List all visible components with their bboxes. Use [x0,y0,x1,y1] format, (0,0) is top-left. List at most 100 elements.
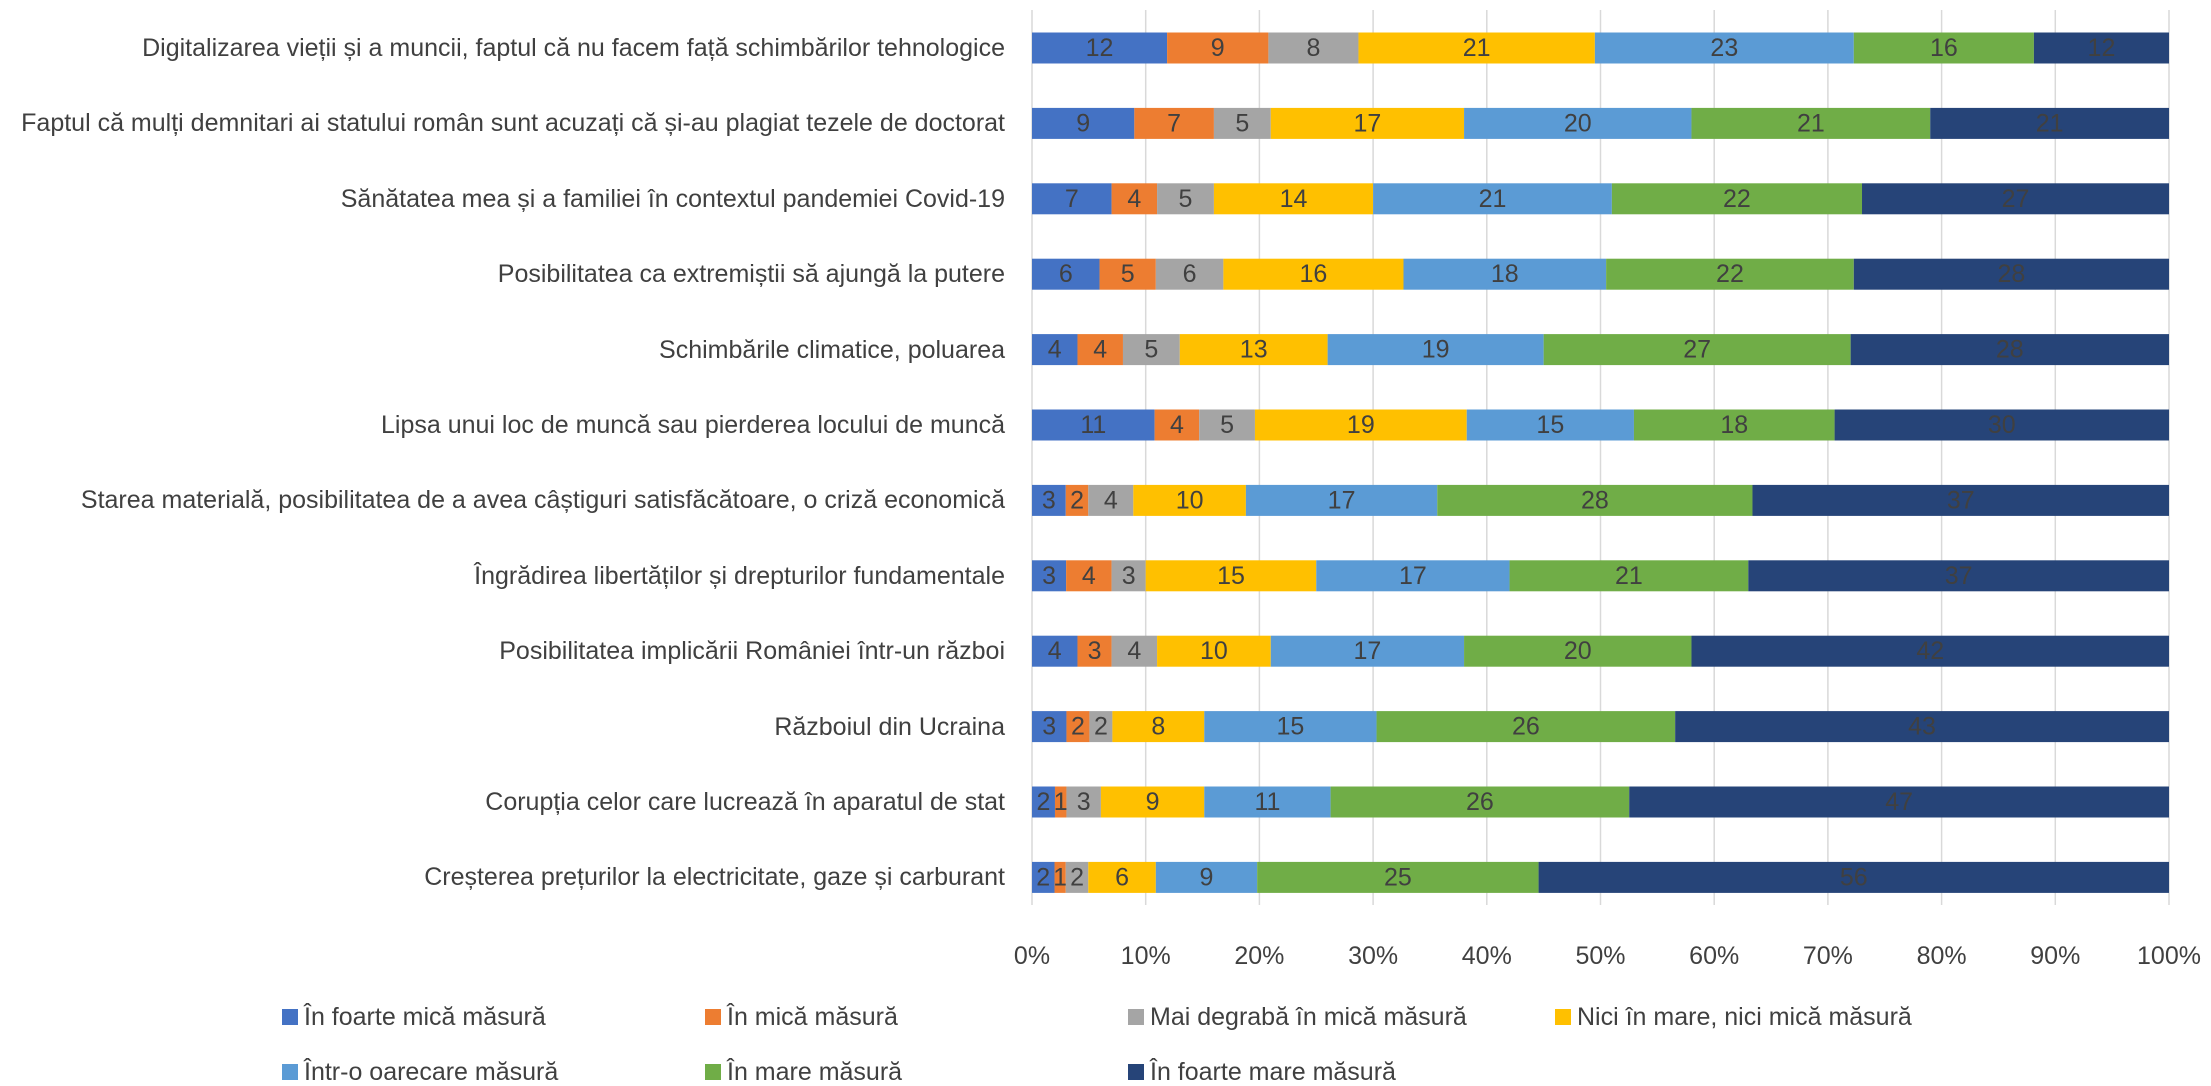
data-label: 5 [1121,260,1135,288]
x-tick-label: 0% [1014,942,1050,970]
bar-segment [1538,861,2169,893]
data-label: 7 [1065,185,1079,213]
data-label: 13 [1240,336,1268,364]
bar-segment [1032,107,1135,139]
x-tick-label: 70% [1803,942,1853,970]
bar-segment [1066,786,1101,818]
data-label: 3 [1088,637,1102,665]
bar-segment [1157,183,1214,215]
data-label: 11 [1254,788,1280,816]
data-label: 47 [1885,788,1913,816]
data-label: 30 [1988,411,2016,439]
data-label: 5 [1144,336,1158,364]
data-label: 21 [2036,109,2064,137]
data-label: 4 [1048,336,1062,364]
data-label: 2 [1070,863,1084,891]
bar-segment [1257,861,1539,893]
bar-segment [1112,711,1205,743]
bar-segment [1032,334,1078,366]
bar-segment [1752,484,2169,516]
data-label: 2 [1094,713,1108,741]
data-label: 21 [1479,185,1507,213]
bar-segment [1629,786,2169,818]
legend-label: În mică măsură [726,1002,898,1031]
data-label: 8 [1306,34,1320,62]
data-label: 9 [1211,34,1225,62]
bar-segment [1245,484,1438,516]
bar-segment [1330,786,1630,818]
data-label: 17 [1328,486,1356,514]
category-label: Sănătatea mea și a familiei în contextul… [340,184,1005,213]
data-label: 9 [1146,788,1160,816]
bar-segment [1373,183,1612,215]
data-label: 2 [1036,863,1050,891]
data-label: 2 [1070,486,1084,514]
data-label: 12 [2088,34,2116,62]
bar-segment [1675,711,2169,743]
data-label: 6 [1059,260,1073,288]
bar-segment [1111,635,1158,667]
data-label: 25 [1384,863,1412,891]
data-label: 37 [1947,486,1975,514]
bar-segment [1122,334,1180,366]
bar-segment [1032,711,1067,743]
data-label: 4 [1127,637,1141,665]
bar-segment [1111,560,1146,592]
bar-segment [1054,786,1067,818]
x-tick-label: 80% [1917,942,1967,970]
data-label: 6 [1115,863,1129,891]
bar-segment [1111,183,1158,215]
bar-segment [1464,107,1692,139]
data-label: 5 [1235,109,1249,137]
bar-segment [1748,560,2169,592]
bar-segment [1850,334,2169,366]
bar-segment [1066,711,1090,743]
data-label: 19 [1347,411,1375,439]
data-label: 1 [1053,863,1067,891]
category-label: Posibilitatea ca extremiștii să ajungă l… [497,260,1005,289]
category-label: Creșterea prețurilor la electricitate, g… [424,863,1005,892]
bar-segment [1834,409,2169,441]
data-label: 12 [1086,34,1114,62]
x-tick-label: 100% [2137,942,2201,970]
legend-swatch [1555,1009,1571,1025]
data-label: 9 [1076,109,1090,137]
bar-segment [1204,786,1331,818]
data-label: 20 [1564,637,1592,665]
category-label: Digitalizarea vieții și a muncii, faptul… [142,34,1005,62]
bar-segment [1155,258,1224,290]
legend-label: Într-o oarecare măsură [303,1057,558,1086]
bar-segment [1543,334,1851,366]
bar-segment [1691,635,2169,667]
bar-segment [1032,32,1168,64]
data-label: 4 [1127,185,1141,213]
bar-segment [1032,635,1078,667]
bar-segment [1066,560,1112,592]
data-label: 3 [1042,562,1056,590]
bar-segment [1862,183,2169,215]
bar-segment [1691,107,1931,139]
data-label: 3 [1042,713,1056,741]
bar-segment [1213,107,1271,139]
bar-segment [1327,334,1544,366]
bar-segment [1133,484,1246,516]
data-label: 10 [1200,637,1228,665]
data-label: 27 [1683,336,1711,364]
legend-swatch [282,1009,298,1025]
bar-segment [1437,484,1753,516]
bar-segment [1167,32,1269,64]
bar-segment [1032,409,1155,441]
bar-segment [1853,258,2169,290]
bar-segment [1270,107,1465,139]
bar-segment [1099,258,1156,290]
data-label: 17 [1399,562,1427,590]
category-label: Posibilitatea implicării României într-u… [499,637,1005,666]
category-label: Îngrădirea libertăților și drepturilor f… [474,561,1005,590]
bar-segment [1032,258,1100,290]
bar-segment [1077,334,1123,366]
data-label: 3 [1077,788,1091,816]
legend-label: Nici în mare, nici mică măsură [1577,1003,1912,1031]
data-label: 20 [1564,109,1592,137]
